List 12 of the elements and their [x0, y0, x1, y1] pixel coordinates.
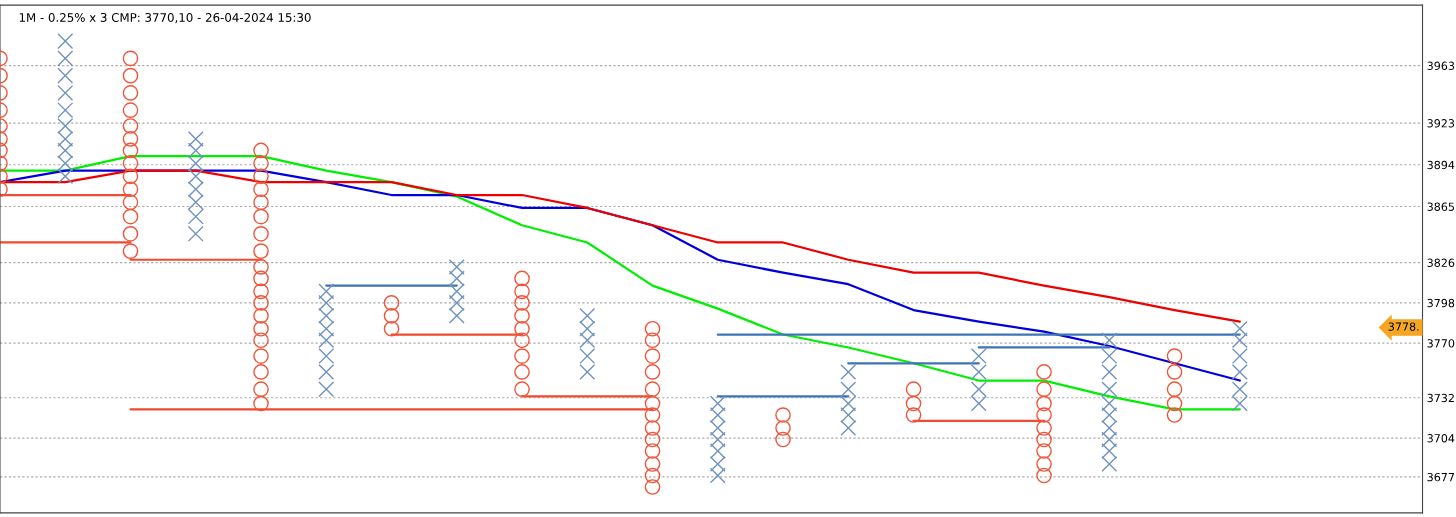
- y-tick-label: 3865: [1427, 202, 1454, 211]
- y-tick-label: 3894: [1427, 160, 1455, 170]
- y-tick-label: 3770: [1427, 339, 1455, 348]
- y-tick-label: 3704: [1427, 434, 1455, 443]
- text: 3778.: [1388, 322, 1419, 331]
- y-tick-label: 3732: [1427, 393, 1454, 403]
- y-tick-label: 3923: [1427, 119, 1455, 128]
- text: 1M - 0.25% x 3 CMP: 3770,10 - 26-04-2024 15:30: [19, 12, 311, 24]
- y-tick-label: 3798: [1427, 298, 1455, 308]
- y-tick-label: 3826: [1427, 258, 1455, 267]
- y-tick-label: 3963: [1427, 61, 1455, 70]
- y-tick-label: 3677: [1427, 472, 1455, 482]
